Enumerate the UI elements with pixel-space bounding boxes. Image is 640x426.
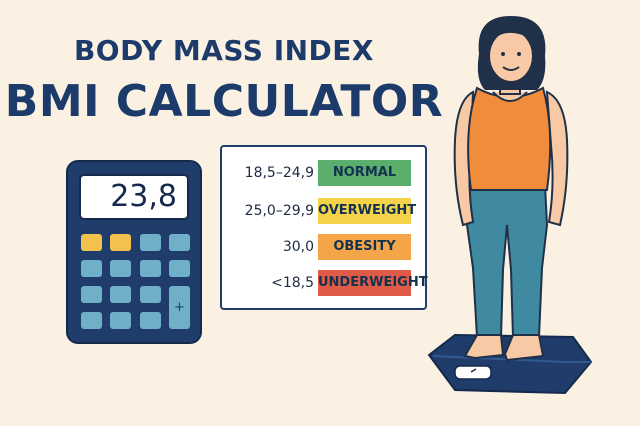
calculator-plus-key: + [169,286,190,329]
bmi-range: 30,0 [282,239,314,255]
bmi-range: 25,0–29,9 [244,203,314,219]
bmi-category-badge: OBESITY [318,234,411,260]
title-line-2: BMI CALCULATOR [4,76,444,127]
bmi-row-underweight: <18,5 UNDERWEIGHT [222,270,428,296]
calculator-display: 23,8 [79,174,189,220]
calculator-key [110,234,131,251]
calculator-key [169,234,190,251]
bmi-row-normal: 18,5–24,9 NORMAL [222,160,425,186]
face [488,29,534,83]
calculator-key [110,260,131,277]
calculator-key [81,286,102,303]
calculator-key [169,260,190,277]
bmi-range: <18,5 [271,275,314,291]
calculator-key [140,234,161,251]
calculator-key [81,234,102,251]
bmi-category-table: 18,5–24,9 NORMAL 25,0–29,9 OVERWEIGHT 30… [220,145,428,310]
calculator-key [110,286,131,303]
shirt [467,86,552,191]
calculator-illustration: 23,8 + [66,160,202,344]
bmi-category-badge: NORMAL [318,160,411,186]
bmi-category-badge: OVERWEIGHT [318,198,416,224]
calculator-key [81,260,102,277]
bmi-range: 18,5–24,9 [244,165,314,181]
woman-on-scale-illustration [427,16,593,395]
calculator-key [140,312,161,329]
calculator-key [81,312,102,329]
calculator-key [140,260,161,277]
bmi-row-overweight: 25,0–29,9 OVERWEIGHT [222,198,425,224]
bmi-category-badge: UNDERWEIGHT [318,270,428,296]
calculator-key [110,312,131,329]
calculator-key [140,286,161,303]
bmi-row-obesity: 30,0 OBESITY [222,234,425,260]
pants [465,184,549,338]
title-line-1: BODY MASS INDEX [73,34,375,67]
